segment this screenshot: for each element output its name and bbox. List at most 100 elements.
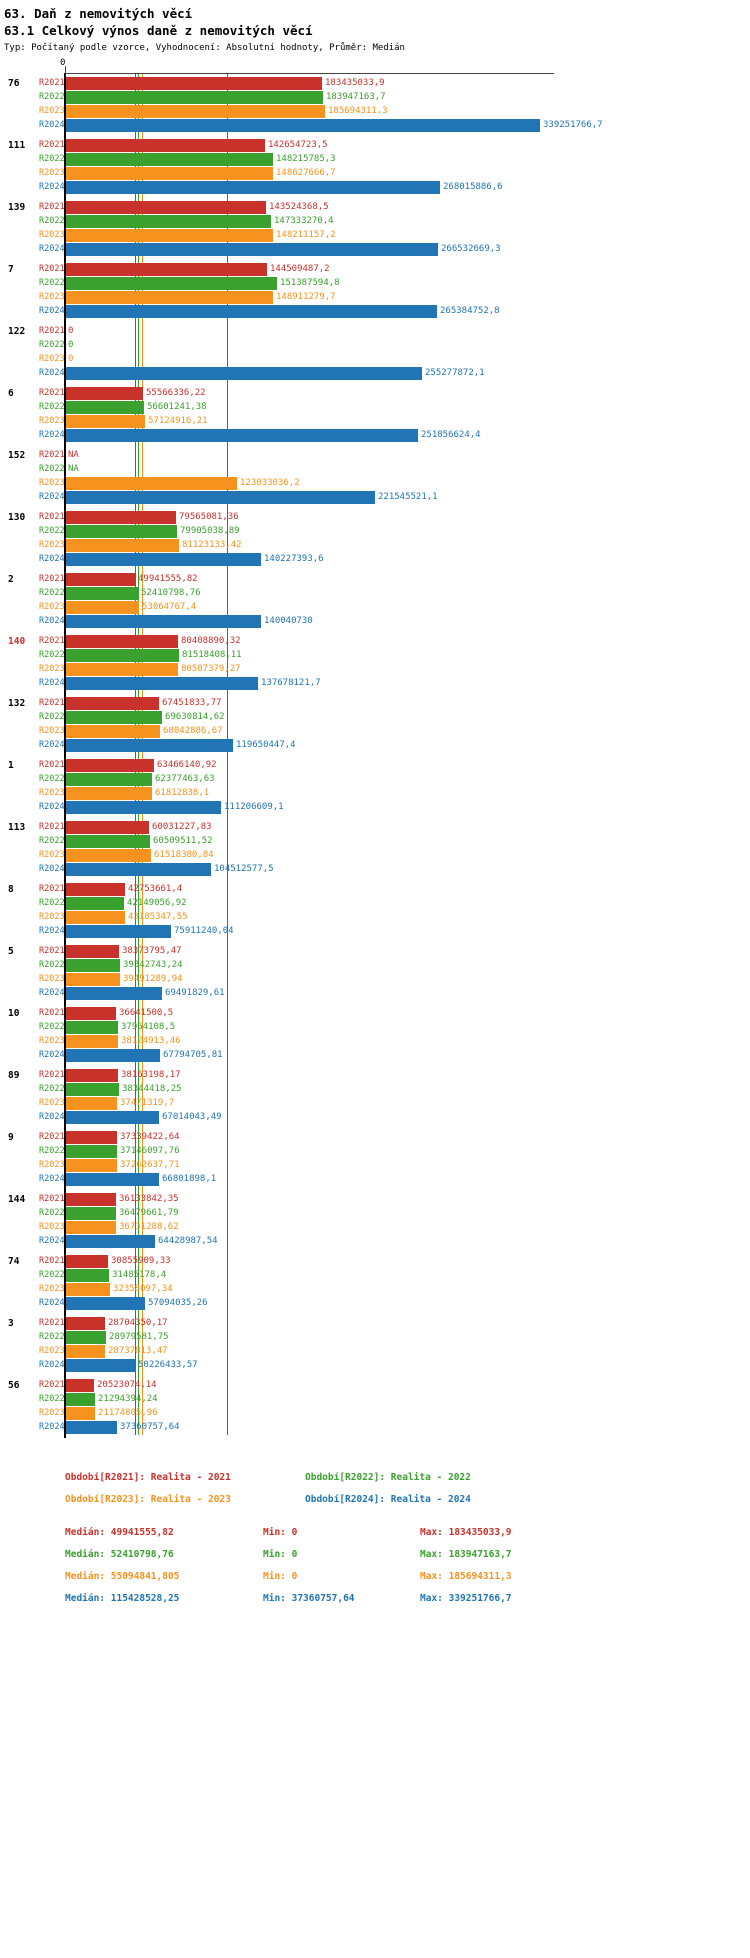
bar-r2022[interactable] <box>65 648 179 662</box>
bar-area: 37262637,71 <box>65 1158 750 1172</box>
bar-r2022[interactable] <box>65 958 120 972</box>
bar-r2023[interactable] <box>65 724 160 738</box>
bar-r2024[interactable] <box>65 1420 117 1434</box>
bar-r2024[interactable] <box>65 924 171 938</box>
bar-r2022[interactable] <box>65 1206 116 1220</box>
bar-r2023[interactable] <box>65 910 125 924</box>
bar-r2022[interactable] <box>65 896 124 910</box>
bar-r2024[interactable] <box>65 1110 159 1124</box>
bar-r2022[interactable] <box>65 524 177 538</box>
bar-r2022[interactable] <box>65 1268 109 1282</box>
bar-r2022[interactable] <box>65 1082 119 1096</box>
bar-r2023[interactable] <box>65 972 120 986</box>
series-label: R2022 <box>39 1270 65 1280</box>
bar-row: R2022 0 <box>0 338 750 352</box>
bar-r2024[interactable] <box>65 1296 145 1310</box>
bar-r2021[interactable] <box>65 1316 105 1330</box>
bar-row: R2024 50226433,57 <box>0 1358 750 1372</box>
bar-r2024[interactable] <box>65 1234 155 1248</box>
bar-r2023[interactable] <box>65 1096 117 1110</box>
bar-r2022[interactable] <box>65 152 273 166</box>
bar-area: 37146097,76 <box>65 1144 750 1158</box>
bar-value-label: 28704350,17 <box>108 1318 168 1328</box>
bar-r2024[interactable] <box>65 118 540 132</box>
bar-area: 137678121,7 <box>65 676 750 690</box>
bar-r2021[interactable] <box>65 944 119 958</box>
group-id-label: 3 <box>8 1317 14 1329</box>
bar-r2023[interactable] <box>65 1034 118 1048</box>
bar-r2023[interactable] <box>65 1406 95 1420</box>
bar-value-label: 37964108,5 <box>121 1022 176 1032</box>
bar-r2021[interactable] <box>65 758 154 772</box>
bar-r2021[interactable] <box>65 696 159 710</box>
bar-r2021[interactable] <box>65 510 176 524</box>
bar-r2021[interactable] <box>65 386 143 400</box>
bar-r2022[interactable] <box>65 90 323 104</box>
bar-r2022[interactable] <box>65 1330 106 1344</box>
bar-r2024[interactable] <box>65 366 422 380</box>
bar-r2022[interactable] <box>65 1392 95 1406</box>
bar-r2022[interactable] <box>65 276 277 290</box>
bar-r2023[interactable] <box>65 1344 105 1358</box>
bar-r2024[interactable] <box>65 676 258 690</box>
bar-r2022[interactable] <box>65 1144 117 1158</box>
bar-r2024[interactable] <box>65 304 437 318</box>
bar-r2024[interactable] <box>65 986 162 1000</box>
bar-r2021[interactable] <box>65 1130 117 1144</box>
bar-r2024[interactable] <box>65 1172 159 1186</box>
bar-r2021[interactable] <box>65 882 125 896</box>
bar-r2024[interactable] <box>65 614 261 628</box>
bar-area: 0 <box>65 325 750 338</box>
bar-r2021[interactable] <box>65 262 267 276</box>
bar-area: 43185347,55 <box>65 910 750 924</box>
bar-r2024[interactable] <box>65 242 438 256</box>
bar-r2024[interactable] <box>65 552 261 566</box>
bar-r2021[interactable] <box>65 1068 118 1082</box>
bar-r2023[interactable] <box>65 848 151 862</box>
bar-row: R2023 39491289,94 <box>0 972 750 986</box>
bar-r2023[interactable] <box>65 1282 110 1296</box>
bar-r2022[interactable] <box>65 710 162 724</box>
bar-r2024[interactable] <box>65 800 221 814</box>
bar-r2023[interactable] <box>65 1158 117 1172</box>
bar-r2023[interactable] <box>65 600 139 614</box>
bar-r2024[interactable] <box>65 490 375 504</box>
bar-r2024[interactable] <box>65 1048 160 1062</box>
bar-area: 66801898,1 <box>65 1172 750 1186</box>
bar-r2021[interactable] <box>65 1378 94 1392</box>
bar-r2024[interactable] <box>65 180 440 194</box>
series-label: R2021 <box>39 388 65 398</box>
bar-r2021[interactable] <box>65 200 266 214</box>
bar-r2022[interactable] <box>65 772 152 786</box>
bar-r2021[interactable] <box>65 138 265 152</box>
bar-r2023[interactable] <box>65 786 152 800</box>
bar-r2022[interactable] <box>65 834 150 848</box>
bar-r2022[interactable] <box>65 400 144 414</box>
series-label: R2021 <box>39 574 65 584</box>
bar-r2021[interactable] <box>65 1192 116 1206</box>
bar-r2021[interactable] <box>65 634 178 648</box>
bar-r2023[interactable] <box>65 104 325 118</box>
bar-r2022[interactable] <box>65 1020 118 1034</box>
bar-r2023[interactable] <box>65 414 145 428</box>
bar-r2023[interactable] <box>65 166 273 180</box>
bar-r2023[interactable] <box>65 290 273 304</box>
bar-r2023[interactable] <box>65 1220 116 1234</box>
bar-r2021[interactable] <box>65 76 322 90</box>
bar-r2021[interactable] <box>65 820 149 834</box>
bar-r2022[interactable] <box>65 214 271 228</box>
bar-r2023[interactable] <box>65 476 237 490</box>
bar-r2021[interactable] <box>65 572 135 586</box>
bar-row: R2024 111206609,1 <box>0 800 750 814</box>
bar-r2021[interactable] <box>65 1006 116 1020</box>
bar-r2024[interactable] <box>65 428 418 442</box>
bar-r2024[interactable] <box>65 738 233 752</box>
series-label: R2023 <box>39 1160 65 1170</box>
bar-r2023[interactable] <box>65 662 178 676</box>
bar-r2021[interactable] <box>65 1254 108 1268</box>
bar-r2023[interactable] <box>65 228 273 242</box>
bar-r2024[interactable] <box>65 862 211 876</box>
bar-r2022[interactable] <box>65 586 138 600</box>
bar-r2024[interactable] <box>65 1358 135 1372</box>
bar-r2023[interactable] <box>65 538 179 552</box>
